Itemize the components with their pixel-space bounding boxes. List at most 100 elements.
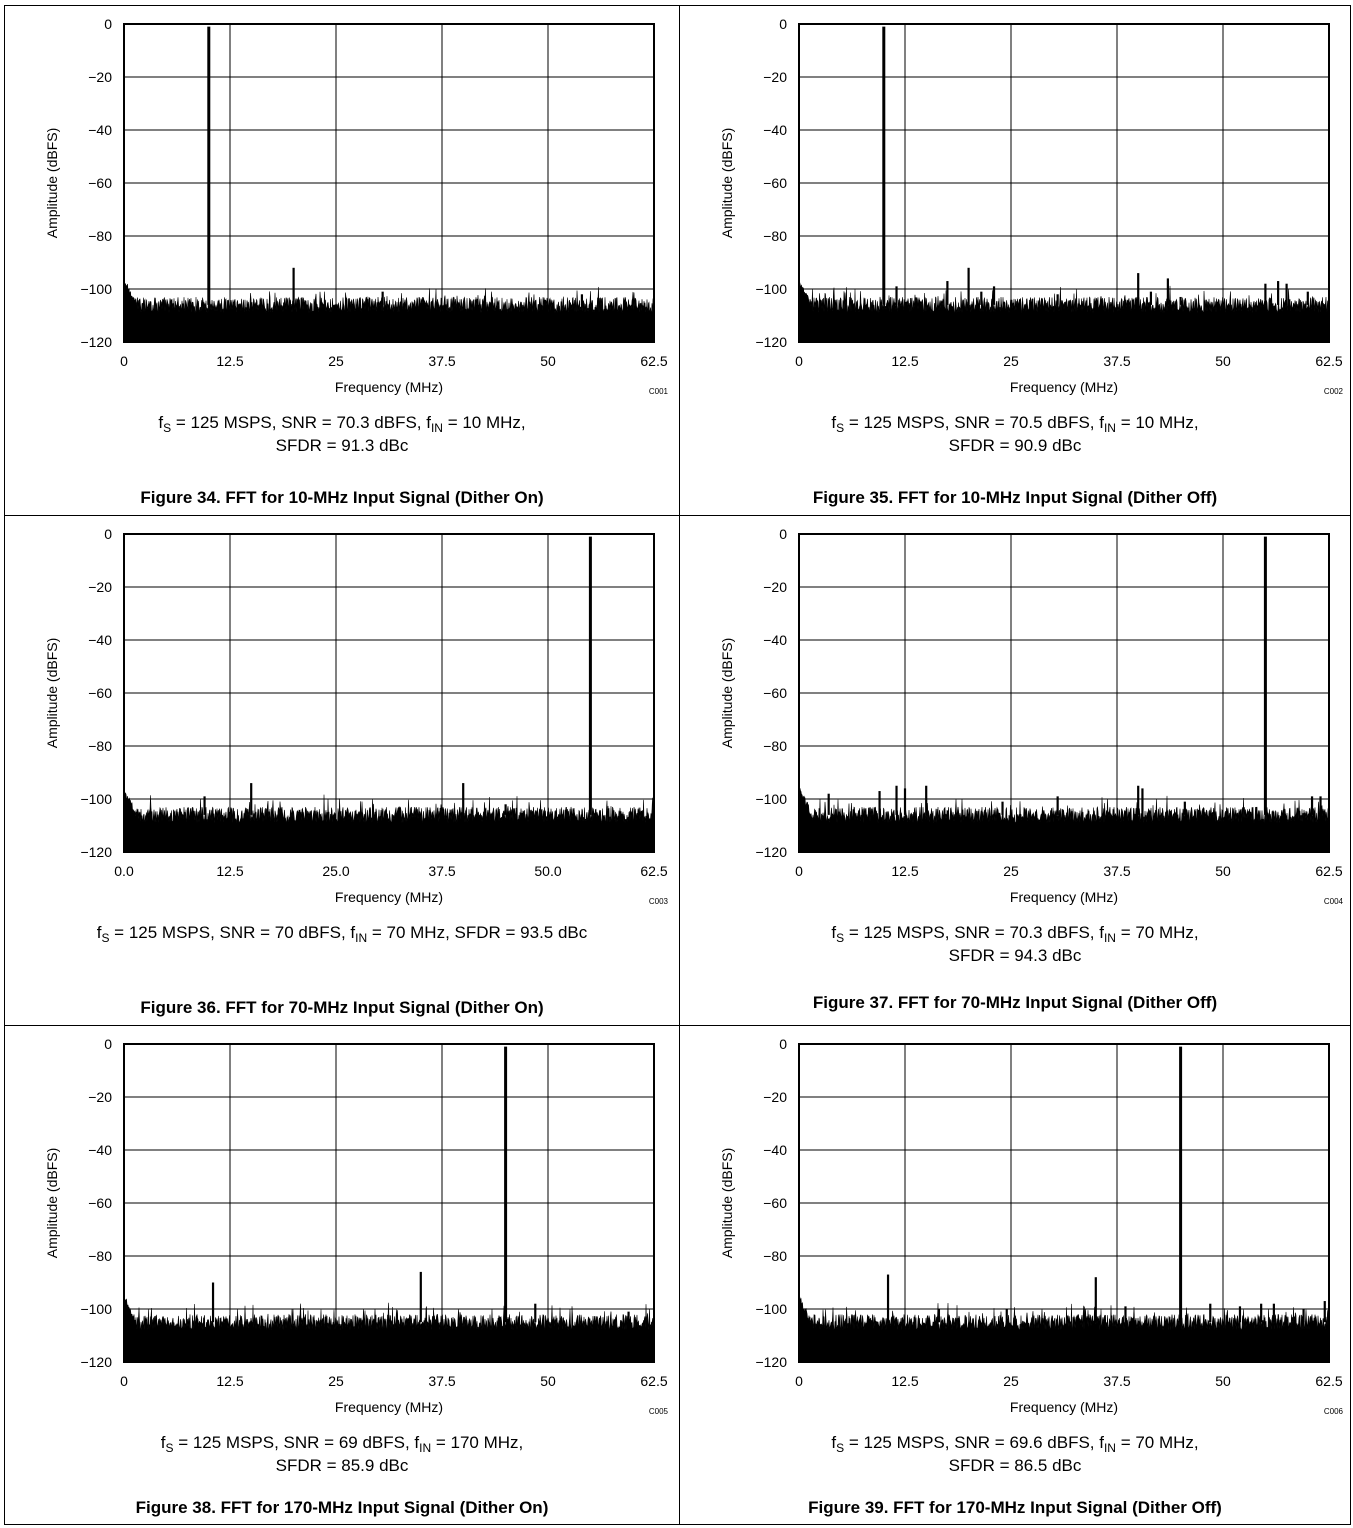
x-tick-label: 37.5 <box>428 1373 455 1389</box>
figure-code-34: C001 <box>649 387 669 396</box>
y-tick-label: −40 <box>88 1142 112 1158</box>
x-tick-label: 12.5 <box>891 863 918 879</box>
fft-noise-trace <box>798 1295 1330 1363</box>
figure-code-38: C005 <box>649 1407 669 1416</box>
plot-frame <box>798 1043 1330 1363</box>
x-tick-label: 0 <box>795 1373 803 1389</box>
x-tick-label: 12.5 <box>216 863 243 879</box>
figure-title-39: Figure 39. FFT for 170-MHz Input Signal … <box>808 1498 1222 1517</box>
x-axis-label: Frequency (MHz) <box>335 889 443 905</box>
fft-chart-35: 0 −20 −40 −60 −80 −100 −120 0 12.5 25 37.5 50 62.5 Fr… <box>719 16 1344 396</box>
y-tick-label: −60 <box>763 685 787 701</box>
x-tick-label: 25.0 <box>322 863 349 879</box>
y-tick-label: −20 <box>88 1089 112 1105</box>
y-tick-label: 0 <box>104 526 112 542</box>
figure-title-37: Figure 37. FFT for 70-MHz Input Signal (… <box>812 993 1218 1012</box>
x-tick-label: 12.5 <box>891 353 918 369</box>
y-axis-label: Amplitude (dBFS) <box>719 1148 735 1258</box>
figure-cell-37: 0 −20 −40 −60 −80 −100 −120 0 12.5 25 37.5 50 62.5 Fr… <box>679 515 1351 1025</box>
y-tick-label: −100 <box>755 281 787 297</box>
x-tick-label: 37.5 <box>428 353 455 369</box>
x-tick-label: 0 <box>795 863 803 879</box>
figure-cell-38: 0 −20 −40 −60 −80 −100 −120 0 12.5 25 37.5 50 62.5 Fr… <box>4 1025 679 1525</box>
y-axis-label: Amplitude (dBFS) <box>44 128 60 238</box>
x-tick-label: 12.5 <box>891 1373 918 1389</box>
fft-noise-trace <box>123 787 655 853</box>
chart-caption-37: fS = 125 MSPS, SNR = 70.3 dBFS, fIN = 70… <box>831 923 1199 965</box>
y-tick-label: −20 <box>763 1089 787 1105</box>
y-tick-label: −100 <box>755 1301 787 1317</box>
figure-code-36: C003 <box>649 897 669 906</box>
x-tick-label: 12.5 <box>216 353 243 369</box>
x-tick-label: 25 <box>328 1373 344 1389</box>
y-axis-label: Amplitude (dBFS) <box>44 638 60 748</box>
y-tick-label: −60 <box>763 1195 787 1211</box>
y-axis-label: Amplitude (dBFS) <box>719 128 735 238</box>
fft-chart-39: 0 −20 −40 −60 −80 −100 −120 0 12.5 25 37.5 50 62.5 Fr… <box>719 1036 1344 1416</box>
y-tick-label: 0 <box>779 16 787 32</box>
chart-caption-34: fS = 125 MSPS, SNR = 70.3 dBFS, fIN = 10… <box>158 413 526 455</box>
y-tick-label: −40 <box>763 1142 787 1158</box>
y-tick-label: −120 <box>80 1354 112 1370</box>
y-tick-label: −20 <box>763 69 787 85</box>
x-axis-label: Frequency (MHz) <box>1010 379 1118 395</box>
x-tick-label: 25 <box>1003 1373 1019 1389</box>
x-tick-label: 50 <box>540 1373 556 1389</box>
y-tick-label: −80 <box>88 228 112 244</box>
y-tick-label: −20 <box>763 579 787 595</box>
x-tick-label: 0.0 <box>114 863 134 879</box>
y-tick-label: −60 <box>88 1195 112 1211</box>
x-tick-label: 50 <box>1215 863 1231 879</box>
figure-title-38: Figure 38. FFT for 170-MHz Input Signal … <box>135 1498 549 1517</box>
x-tick-label: 62.5 <box>1315 353 1342 369</box>
y-tick-label: 0 <box>779 526 787 542</box>
x-tick-label: 50.0 <box>534 863 561 879</box>
x-tick-label: 37.5 <box>1103 863 1130 879</box>
y-axis-label: Amplitude (dBFS) <box>44 1148 60 1258</box>
fft-chart-38: 0 −20 −40 −60 −80 −100 −120 0 12.5 25 37.5 50 62.5 Fr… <box>44 1036 669 1416</box>
y-tick-label: −120 <box>755 1354 787 1370</box>
figure-code-37: C004 <box>1324 897 1344 906</box>
x-tick-label: 50 <box>1215 1373 1231 1389</box>
figure-cell-35: 0 −20 −40 −60 −80 −100 −120 0 12.5 25 37.5 50 62.5 Fr… <box>679 5 1351 515</box>
fft-noise-trace <box>123 1296 655 1363</box>
y-tick-label: −80 <box>763 738 787 754</box>
figure-title-35: Figure 35. FFT for 10-MHz Input Signal (… <box>812 488 1218 507</box>
plot-frame <box>798 23 1330 343</box>
fft-chart-34: 0 −20 −40 −60 −80 −100 −120 0 12.5 25 37.5 50 62.5 Fr… <box>44 16 669 396</box>
figure-title-34: Figure 34. FFT for 10-MHz Input Signal (… <box>140 488 544 507</box>
x-axis-label: Frequency (MHz) <box>1010 1399 1118 1415</box>
y-tick-label: −60 <box>763 175 787 191</box>
figure-code-35: C002 <box>1324 387 1344 396</box>
chart-caption-39: fS = 125 MSPS, SNR = 69.6 dBFS, fIN = 70… <box>831 1433 1199 1475</box>
figure-cell-34: 0 −20 −40 −60 −80 −100 −120 0 12.5 25 37.5 50 62.5 Fr… <box>4 5 679 515</box>
y-tick-label: −120 <box>80 844 112 860</box>
y-tick-label: −40 <box>88 122 112 138</box>
figure-title-36: Figure 36. FFT for 70-MHz Input Signal (… <box>140 998 544 1017</box>
x-tick-label: 62.5 <box>640 353 667 369</box>
y-tick-label: −60 <box>88 685 112 701</box>
x-tick-label: 37.5 <box>1103 353 1130 369</box>
y-tick-label: −80 <box>763 1248 787 1264</box>
y-tick-label: −20 <box>88 579 112 595</box>
y-tick-label: −60 <box>88 175 112 191</box>
y-tick-label: −80 <box>763 228 787 244</box>
x-tick-label: 62.5 <box>1315 1373 1342 1389</box>
y-tick-label: −120 <box>80 334 112 350</box>
y-tick-label: −100 <box>755 791 787 807</box>
x-tick-label: 12.5 <box>216 1373 243 1389</box>
figure-cell-36: 0 −20 −40 −60 −80 −100 −120 0.0 12.5 25.0 37.5 50.0… <box>4 515 679 1025</box>
x-axis-label: Frequency (MHz) <box>335 1399 443 1415</box>
plot-frame <box>123 1043 655 1363</box>
x-tick-label: 25 <box>1003 353 1019 369</box>
chart-caption-36: fS = 125 MSPS, SNR = 70 dBFS, fIN = 70 M… <box>96 923 588 945</box>
x-tick-label: 0 <box>795 353 803 369</box>
x-tick-label: 50 <box>540 353 556 369</box>
fft-chart-37: 0 −20 −40 −60 −80 −100 −120 0 12.5 25 37.5 50 62.5 Fr… <box>719 526 1344 906</box>
x-tick-label: 62.5 <box>640 863 667 879</box>
y-tick-label: −40 <box>763 122 787 138</box>
plot-frame <box>123 533 655 853</box>
chart-caption-35: fS = 125 MSPS, SNR = 70.5 dBFS, fIN = 10… <box>831 413 1199 455</box>
chart-caption-38: fS = 125 MSPS, SNR = 69 dBFS, fIN = 170 … <box>160 1433 524 1475</box>
